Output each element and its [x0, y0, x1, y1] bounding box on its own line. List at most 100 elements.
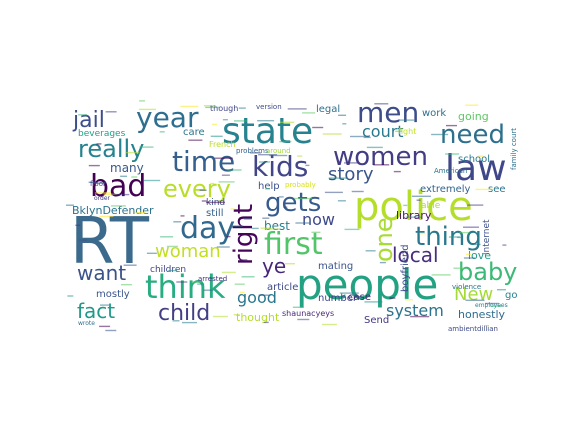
filler-word-speck: [311, 231, 321, 233]
filler-word-speck: [120, 175, 128, 177]
filler-word-speck: [364, 301, 383, 303]
filler-word-speck: [373, 164, 390, 166]
filler-word-speck: [111, 193, 130, 196]
word-send: Send: [364, 315, 389, 326]
filler-word-speck: [210, 182, 215, 185]
filler-word-speck: [201, 200, 207, 202]
filler-word-speck: [125, 151, 140, 154]
filler-word-speck: [344, 162, 359, 164]
filler-word-speck: [445, 153, 460, 155]
filler-word-speck: [230, 208, 235, 210]
filler-word-speck: [78, 114, 88, 116]
filler-word-speck: [210, 135, 223, 137]
filler-word-speck: [405, 216, 422, 218]
filler-word-speck: [131, 176, 138, 178]
word-school: school: [458, 154, 490, 165]
word-internet: internet: [482, 219, 492, 255]
filler-word-speck: [212, 123, 217, 126]
filler-word-speck: [278, 196, 284, 198]
word-mostly: mostly: [96, 289, 130, 300]
word-honestly: honestly: [458, 308, 506, 321]
filler-word-speck: [258, 294, 270, 296]
filler-word-speck: [79, 239, 87, 241]
filler-word-speck: [134, 212, 146, 214]
filler-word-speck: [206, 201, 225, 204]
filler-word-speck: [344, 228, 360, 231]
filler-word-speck: [324, 191, 343, 194]
word-still: still: [206, 208, 223, 219]
filler-word-speck: [283, 206, 288, 208]
filler-word-speck: [139, 108, 156, 111]
word-go: go: [505, 290, 517, 301]
word-state: state: [222, 111, 313, 152]
word-extremely: extremely: [420, 184, 471, 195]
filler-word-speck: [404, 299, 413, 301]
filler-word-speck: [231, 225, 243, 227]
filler-word-speck: [166, 245, 178, 248]
word-good: good: [237, 288, 277, 307]
word-american: American: [434, 167, 467, 175]
filler-word-speck: [203, 105, 216, 107]
filler-word-speck: [287, 108, 307, 110]
filler-word-speck: [88, 181, 96, 183]
filler-word-speck: [502, 244, 507, 246]
word-work: work: [422, 108, 446, 119]
word-ambientdillian: ambientdillian: [448, 325, 498, 333]
filler-word-speck: [490, 305, 502, 307]
word-order: order: [94, 195, 111, 202]
filler-word-speck: [294, 197, 313, 200]
word-version: version: [256, 103, 282, 111]
word-court: court: [362, 122, 404, 141]
filler-word-speck: [416, 199, 421, 201]
word-police: police: [354, 184, 473, 230]
word-article: article: [267, 282, 298, 293]
filler-word-speck: [478, 155, 484, 157]
filler-word-speck: [75, 224, 81, 226]
filler-word-speck: [188, 139, 203, 141]
word-cloud-filler-words: [66, 100, 507, 332]
filler-word-speck: [389, 297, 396, 299]
filler-word-speck: [123, 264, 137, 266]
filler-word-speck: [105, 111, 117, 113]
word-family-court: family court: [510, 128, 518, 170]
filler-word-speck: [321, 323, 337, 326]
word-ye: ye: [262, 254, 286, 278]
filler-word-speck: [139, 100, 146, 102]
word-fact: fact: [77, 299, 115, 323]
filler-word-speck: [180, 105, 199, 108]
filler-word-speck: [96, 143, 102, 145]
filler-word-speck: [393, 170, 401, 173]
word-violence: violence: [452, 283, 481, 291]
word-case: case: [348, 292, 371, 303]
word-rt: RT: [70, 205, 150, 279]
filler-word-speck: [366, 146, 383, 149]
filler-word-speck: [269, 154, 288, 157]
word-cloud-words: RT people police state law women think t…: [70, 96, 518, 333]
word-one: one: [370, 217, 398, 262]
filler-word-speck: [99, 215, 114, 218]
filler-word-speck: [218, 181, 235, 183]
filler-word-speck: [365, 250, 376, 252]
filler-word-speck: [226, 235, 231, 238]
filler-word-speck: [465, 104, 479, 106]
word-gets: gets: [265, 188, 321, 218]
filler-word-speck: [233, 120, 247, 122]
filler-word-speck: [203, 289, 214, 291]
word-children: children: [150, 265, 186, 275]
filler-word-speck: [94, 182, 106, 184]
filler-word-speck: [243, 218, 252, 220]
filler-word-speck: [139, 146, 154, 148]
word-problems: problems: [236, 147, 269, 155]
word-fight: fight: [398, 127, 416, 136]
filler-word-speck: [212, 315, 228, 318]
filler-word-speck: [328, 177, 348, 179]
filler-word-speck: [322, 133, 342, 135]
filler-word-speck: [264, 228, 280, 230]
word-law: law: [445, 148, 507, 189]
filler-word-speck: [262, 217, 270, 219]
word-help: help: [258, 181, 280, 192]
filler-word-speck: [120, 284, 132, 286]
filler-word-speck: [297, 318, 310, 321]
filler-word-speck: [221, 174, 230, 176]
